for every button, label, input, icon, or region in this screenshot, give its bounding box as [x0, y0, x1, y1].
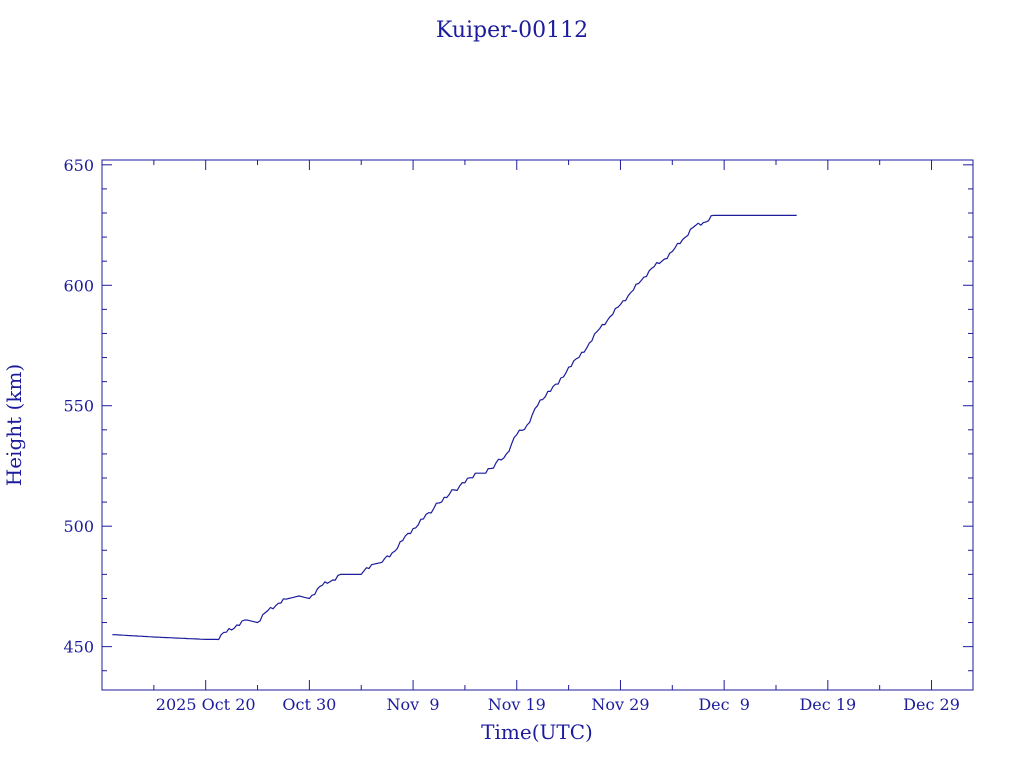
y-tick-label: 450 [63, 638, 94, 657]
x-tick-label: Nov 9 [387, 695, 440, 714]
plot-frame [101, 159, 974, 691]
y-tick-label: 600 [63, 276, 94, 295]
x-tick-label: 2025 Oct 20 [156, 695, 256, 714]
x-tick-label: Dec 29 [903, 695, 960, 714]
x-tick-label: Dec 19 [799, 695, 856, 714]
x-tick-label: Dec 9 [698, 695, 750, 714]
y-tick-label: 550 [63, 397, 94, 416]
y-tick-label: 650 [63, 156, 94, 175]
x-axis-label: Time(UTC) [481, 720, 593, 744]
x-tick-label: Oct 30 [282, 695, 336, 714]
height-series-line [112, 214, 797, 641]
x-tick-label: Nov 29 [591, 695, 649, 714]
series-layer [112, 214, 797, 641]
x-axis: 2025 Oct 20 Oct 30 Nov 9 Nov 19 Nov 29 Dec 9 D… [101, 160, 960, 714]
y-tick-label: 500 [63, 517, 94, 536]
chart-title: Kuiper-00112 [436, 18, 588, 43]
x-tick-label: Nov 19 [488, 695, 546, 714]
y-axis: 450 500 550 600 650 [63, 156, 973, 672]
y-axis-label: Height (km) [2, 364, 26, 486]
